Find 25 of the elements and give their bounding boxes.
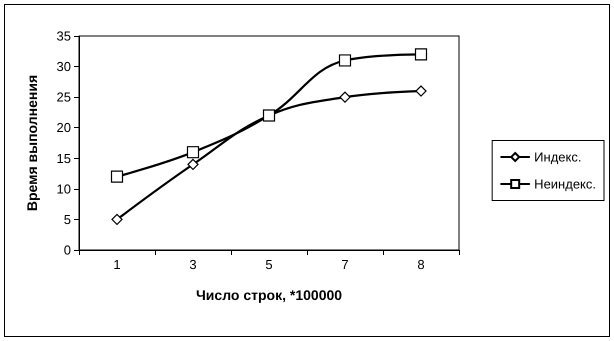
y-tick-label: 30 [56,59,71,74]
point [338,54,352,67]
y-tick-label: 20 [56,120,71,136]
point [187,158,199,170]
point [110,170,124,183]
point [186,146,200,158]
legend-label: Индекс. [534,150,582,164]
x-tick-label: 3 [189,257,197,272]
y-tick-label: 15 [56,150,71,166]
x-tick-label: 5 [265,257,273,272]
y-tick-label: 5 [64,212,71,227]
x-tick-label: 7 [341,257,349,272]
y-tick-label: 0 [64,242,71,258]
x-tick-label: 8 [417,257,425,272]
x-tick-label: 1 [113,257,121,272]
y-tick-label: 10 [56,181,71,196]
y-tick-label: 25 [56,90,71,105]
point [111,214,123,226]
point [415,85,427,97]
point [414,48,428,60]
y-tick-label: 35 [56,28,71,44]
legend-label: Неиндекс. [534,176,596,192]
x-axis-title: Число строк, *100000 [196,287,342,303]
point [339,92,351,103]
y-axis-title: Время выполнения [24,74,40,212]
